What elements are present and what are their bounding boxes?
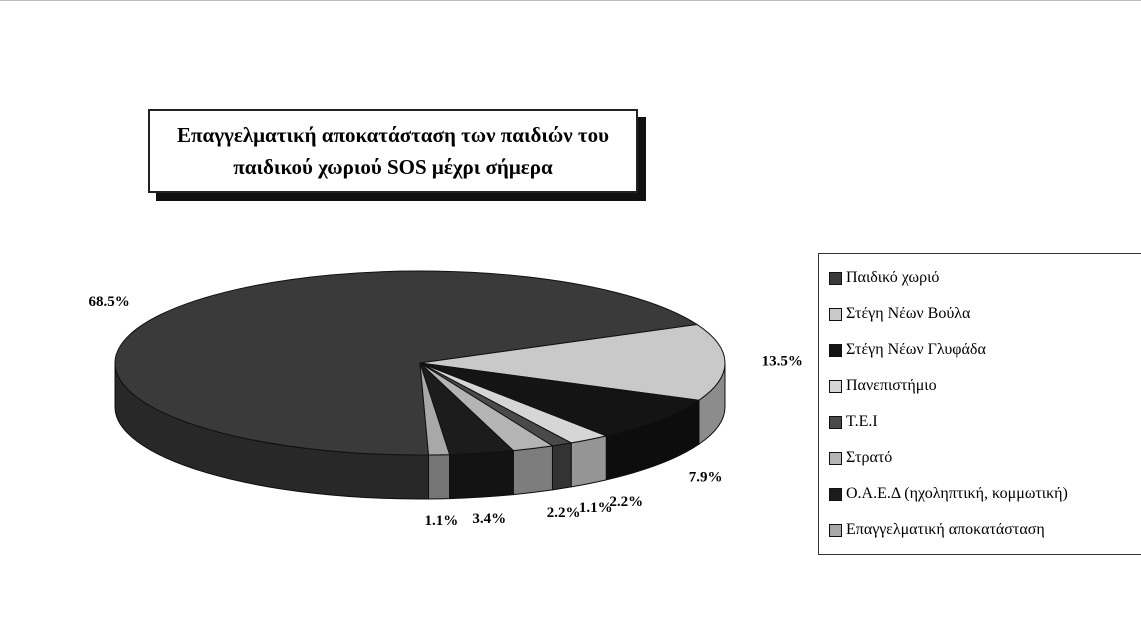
legend-swatch: [829, 415, 842, 429]
slice-side-shade: [428, 454, 450, 499]
legend-swatch: [829, 379, 842, 393]
pie-area: 68.5%13.5%7.9%2.2%1.1%2.2%3.4%1.1%: [89, 270, 803, 529]
legend-label: Στρατό: [846, 449, 893, 466]
data-label: 7.9%: [689, 469, 723, 485]
legend-swatch: [829, 307, 842, 321]
slice-side-shade: [115, 363, 429, 499]
legend-label: Στέγη Νέων Βούλα: [846, 305, 971, 322]
legend-label: Παιδικό χωριό: [846, 269, 940, 286]
data-label: 1.1%: [424, 513, 458, 529]
legend-swatch: [829, 451, 842, 465]
slice: [419, 323, 726, 401]
legend: Παιδικό χωριό Στέγη Νέων Βούλα Στέγη Νέων …: [818, 253, 1141, 555]
data-label: 3.4%: [472, 511, 506, 527]
legend-label: Στέγη Νέων Γλυφάδα: [846, 341, 986, 358]
data-label: 13.5%: [762, 354, 803, 370]
legend-label: Τ.Ε.Ι: [846, 413, 878, 430]
legend-swatch: [829, 523, 842, 537]
legend-item: Τ.Ε.Ι: [829, 404, 1141, 440]
legend-swatch: [829, 487, 842, 501]
legend-label: Ο.Α.Ε.Δ (ηχοληπτική, κομμωτική): [846, 485, 1068, 502]
slice: [419, 362, 451, 456]
legend-label: Επαγγελματική αποκατάσταση: [846, 521, 1045, 538]
chart-title: Επαγγελματική αποκατάσταση των παιδιών τ…: [148, 109, 638, 193]
slice-side-shade: [571, 435, 607, 487]
legend-item: Παιδικό χωριό: [829, 260, 1141, 296]
slice-side-shade: [552, 442, 572, 490]
slice-side-shade: [513, 445, 553, 495]
legend-item: Ο.Α.Ε.Δ (ηχοληπτική, κομμωτική): [829, 476, 1141, 512]
legend-swatch: [829, 271, 842, 285]
legend-item: Πανεπιστήμιο: [829, 368, 1141, 404]
slice-side-shade: [449, 450, 514, 499]
legend-label: Πανεπιστήμιο: [846, 377, 937, 394]
slice-side-shade: [606, 400, 699, 480]
slice: [419, 362, 701, 437]
legend-item: Στρατό: [829, 440, 1141, 476]
data-label: 68.5%: [89, 294, 130, 310]
slice: [114, 270, 699, 456]
data-label: 2.2%: [547, 505, 581, 521]
slice-side-shade: [698, 363, 725, 445]
legend-swatch: [829, 343, 842, 357]
data-label: 2.2%: [609, 494, 643, 510]
legend-item: Στέγη Νέων Βούλα: [829, 296, 1141, 332]
legend-item: Στέγη Νέων Γλυφάδα: [829, 332, 1141, 368]
data-label: 1.1%: [579, 500, 613, 516]
legend-item: Επαγγελματική αποκατάσταση: [829, 512, 1141, 548]
